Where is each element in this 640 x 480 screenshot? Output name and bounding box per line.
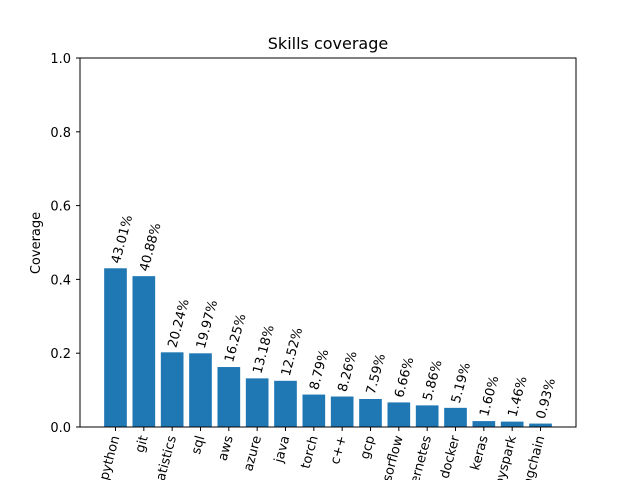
data-label: 12.52%	[279, 326, 306, 378]
y-tick-label: 0.8	[50, 126, 71, 141]
bars-group	[104, 268, 552, 427]
y-ticks-group: 0.0 0.2 0.4 0.6 0.8 1.0	[50, 52, 80, 436]
data-label: 20.24%	[166, 298, 193, 350]
bar-sql	[189, 353, 212, 427]
y-tick-label: 1.0	[50, 52, 71, 67]
x-tick-label: tensorflow	[375, 434, 407, 480]
bar-azure	[245, 378, 269, 427]
data-label: 0.93%	[534, 377, 559, 421]
data-label: 6.66%	[392, 356, 417, 400]
bar-aws	[217, 367, 241, 427]
x-tick-label: git	[133, 434, 152, 454]
x-tick-label: java	[272, 434, 294, 465]
plot-area-frame	[79, 57, 577, 428]
data-label: 19.97%	[194, 299, 221, 351]
x-tick-label: c++	[328, 434, 350, 466]
x-tick-label: keras	[468, 434, 492, 472]
data-label: 8.26%	[336, 350, 361, 394]
data-label: 5.19%	[449, 361, 474, 405]
y-tick-label: 0.2	[50, 347, 71, 362]
x-tick-label: python	[97, 434, 123, 480]
bar-pyspark	[500, 421, 524, 427]
data-label: 5.86%	[421, 359, 446, 403]
data-label: 1.46%	[506, 375, 531, 419]
y-tick-label: 0.4	[50, 273, 71, 288]
y-tick-label: 0.6	[50, 200, 71, 215]
x-tick-label: langchain	[518, 434, 549, 480]
bar-kubernetes	[415, 405, 439, 427]
bar-java	[274, 380, 297, 427]
x-tick-label: torch	[299, 434, 322, 470]
chart-title: Skills coverage	[268, 34, 388, 53]
data-label: 1.60%	[477, 374, 502, 418]
data-label: 40.88%	[137, 221, 164, 273]
x-tick-label: statistics	[151, 434, 181, 480]
bar-langchain	[529, 423, 552, 427]
x-tick-label: pyspark	[492, 434, 520, 480]
bar-c-	[330, 396, 354, 427]
bar-statistics	[160, 352, 184, 427]
data-label: 8.79%	[307, 348, 332, 392]
x-tick-label: azure	[241, 434, 265, 473]
bar-tensorflow	[387, 402, 411, 427]
data-label: 13.18%	[251, 324, 278, 376]
data-label: 16.25%	[222, 312, 249, 364]
bar-python	[104, 268, 127, 427]
x-tick-label: aws	[216, 434, 237, 463]
x-tick-label: sql	[189, 434, 208, 456]
x-tick-label: docker	[438, 434, 464, 480]
data-label: 7.59%	[364, 352, 389, 396]
bar-gcp	[359, 398, 382, 427]
data-label: 43.01%	[109, 214, 136, 266]
y-tick-label: 0.0	[50, 421, 71, 436]
bar-docker	[444, 407, 467, 427]
x-tick-label: gcp	[358, 434, 379, 461]
bar-torch	[302, 394, 326, 427]
y-axis-label: Coverage	[29, 212, 44, 274]
x-tick-label: kubernetes	[402, 434, 435, 480]
bar-git	[132, 276, 156, 427]
bar-keras	[472, 421, 496, 427]
